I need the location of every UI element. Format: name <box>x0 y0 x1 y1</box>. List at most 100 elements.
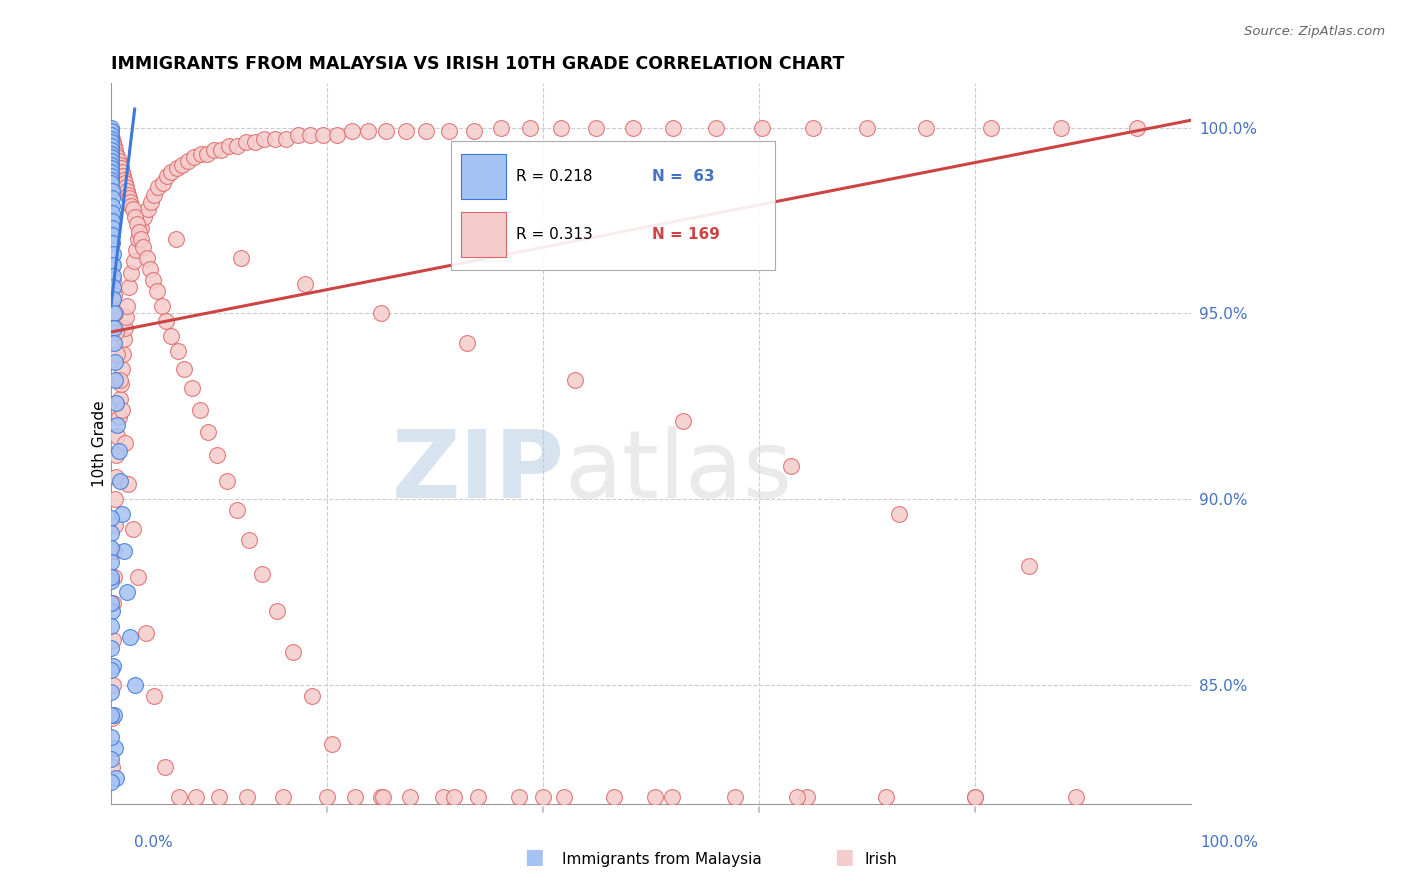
Point <box>100 132 122 146</box>
Point <box>120 194 142 209</box>
Point <box>100 165 122 179</box>
Point <box>226 139 249 153</box>
Point <box>621 120 644 135</box>
Point <box>100 154 122 169</box>
Point <box>243 136 266 150</box>
Point <box>229 251 252 265</box>
Point <box>100 146 122 161</box>
Point <box>202 143 225 157</box>
Point <box>100 161 122 176</box>
Point <box>101 760 124 774</box>
Point <box>101 258 124 272</box>
Point <box>186 789 208 804</box>
Point <box>236 789 259 804</box>
Point <box>172 158 194 172</box>
Point <box>107 429 129 443</box>
Point <box>100 707 122 722</box>
Point <box>107 347 129 361</box>
Text: Immigrants from Malaysia: Immigrants from Malaysia <box>562 852 762 867</box>
Point <box>105 470 128 484</box>
Point <box>101 604 124 618</box>
Y-axis label: 10th Grade: 10th Grade <box>93 401 107 487</box>
Point <box>104 518 127 533</box>
Text: ■: ■ <box>834 847 853 867</box>
Point <box>489 120 512 135</box>
Point <box>181 381 204 395</box>
Point <box>100 136 122 150</box>
Point <box>100 752 122 766</box>
Point <box>108 158 131 172</box>
Point <box>205 448 228 462</box>
Point <box>724 789 747 804</box>
Point <box>965 789 987 804</box>
Point <box>1064 789 1087 804</box>
Point <box>104 355 127 369</box>
Point <box>796 789 818 804</box>
Point <box>101 280 124 294</box>
Point <box>235 136 257 150</box>
Point <box>100 120 122 135</box>
Point <box>704 120 727 135</box>
Point <box>134 210 156 224</box>
Point <box>107 410 129 425</box>
Point <box>134 626 156 640</box>
Point <box>661 789 683 804</box>
Point <box>100 158 122 172</box>
Point <box>155 314 177 328</box>
Point <box>101 678 124 692</box>
Point <box>103 707 125 722</box>
Point <box>101 659 124 673</box>
Point <box>114 177 136 191</box>
Point <box>531 789 554 804</box>
Point <box>115 299 138 313</box>
Point <box>100 618 122 632</box>
Point <box>176 154 198 169</box>
Point <box>125 244 148 258</box>
Point <box>100 574 122 588</box>
Point <box>399 789 422 804</box>
Point <box>104 741 127 756</box>
Point <box>108 474 131 488</box>
Text: ZIP: ZIP <box>392 426 565 518</box>
Point <box>463 124 485 138</box>
Point <box>415 124 437 138</box>
Point <box>370 789 392 804</box>
Point <box>100 169 122 183</box>
Point <box>188 403 211 417</box>
Point <box>100 124 122 138</box>
Point <box>153 760 176 774</box>
Point <box>294 277 316 291</box>
Point <box>110 161 132 176</box>
Point <box>117 477 139 491</box>
Point <box>127 232 149 246</box>
Point <box>183 150 205 164</box>
Point <box>111 507 134 521</box>
Point <box>215 474 238 488</box>
Point <box>100 172 122 186</box>
Text: 0.0%: 0.0% <box>134 836 173 850</box>
Point <box>129 221 152 235</box>
Point <box>100 640 122 655</box>
Point <box>101 221 124 235</box>
Point <box>101 184 124 198</box>
Point <box>128 225 150 239</box>
Point <box>114 436 136 450</box>
Point <box>143 689 166 703</box>
Point <box>100 663 122 677</box>
Point <box>105 448 128 462</box>
Point <box>467 789 489 804</box>
Point <box>432 789 454 804</box>
Point <box>1126 120 1149 135</box>
Point <box>340 124 363 138</box>
Point <box>100 177 122 191</box>
Point <box>110 377 132 392</box>
Point <box>156 169 179 183</box>
Point <box>125 217 148 231</box>
Point <box>101 596 124 610</box>
Point <box>519 120 541 135</box>
Point <box>108 392 131 406</box>
Point <box>344 789 367 804</box>
Point <box>100 541 122 555</box>
Point <box>103 321 125 335</box>
Point <box>437 124 460 138</box>
